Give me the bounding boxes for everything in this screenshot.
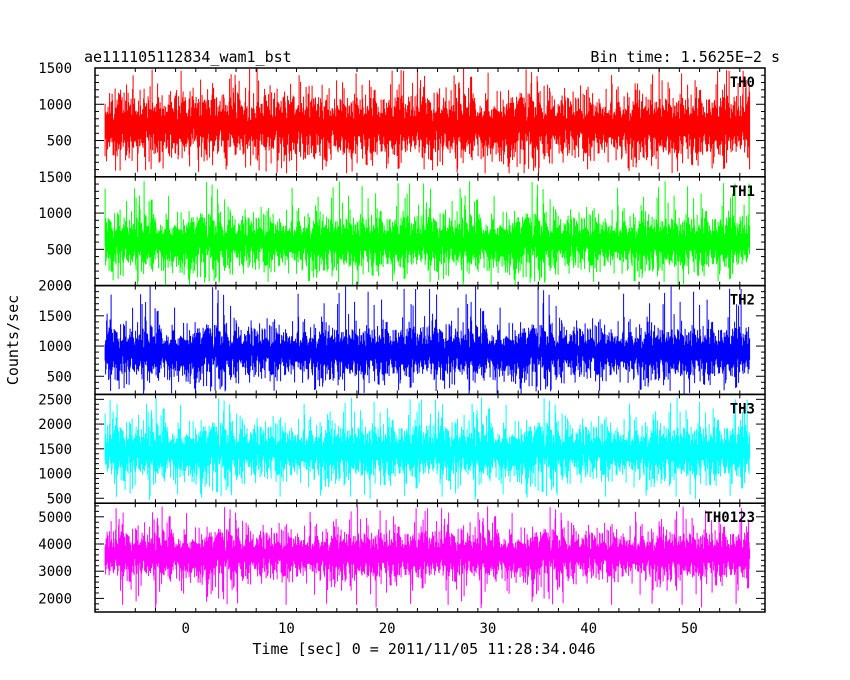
- y-tick-label: 1500: [38, 170, 72, 186]
- x-tick-label: 30: [480, 621, 497, 637]
- panel-th3: 500 1000 1500 2000 2500 TH3: [38, 392, 766, 507]
- series-th2: [104, 286, 751, 395]
- panel-label-th3: TH3: [730, 401, 755, 417]
- y-tick-label: 2500: [38, 392, 72, 408]
- panel-label-th0123: TH0123: [704, 510, 755, 526]
- panels-group: 500 1000 1500 TH0 0 500 1000 1500 TH1 500 1000 1500…: [38, 61, 766, 613]
- y-tick-label: 1000: [38, 339, 72, 355]
- x-tick-label: 20: [379, 621, 396, 637]
- panel-label-th1: TH1: [730, 184, 755, 200]
- y-tick-label: 500: [47, 369, 72, 385]
- x-tick-label: 0: [181, 621, 189, 637]
- series-th0123: [104, 506, 751, 609]
- y-tick-label: 1500: [38, 442, 72, 458]
- y-tick-label: 500: [47, 134, 72, 150]
- panel-th0123: 2000 3000 4000 5000 TH0123: [38, 502, 766, 613]
- y-tick-label: 1000: [38, 97, 72, 113]
- y-tick-label: 1500: [38, 61, 72, 77]
- y-axis-label: Counts/sec: [4, 295, 22, 385]
- y-tick-label: 500: [47, 242, 72, 258]
- y-tick-label: 3000: [38, 564, 72, 580]
- series-th0: [104, 68, 751, 174]
- y-tick-label: 500: [47, 491, 72, 507]
- y-tick-label: 2000: [38, 591, 72, 607]
- y-tick-label: 1000: [38, 206, 72, 222]
- panel-label-th0: TH0: [730, 75, 755, 91]
- series-th1: [104, 181, 751, 286]
- y-tick-label: 1500: [38, 309, 72, 325]
- x-tick-label: 50: [681, 621, 698, 637]
- y-tick-label: 4000: [38, 537, 72, 553]
- y-tick-label: 2000: [38, 417, 72, 433]
- y-tick-label: 5000: [38, 510, 72, 526]
- panel-th2: 500 1000 1500 2000 TH2: [38, 279, 766, 396]
- x-axis-label: Time [sec] 0 = 2011/11/05 11:28:34.046: [252, 640, 595, 658]
- x-axis: 0 10 20 30 40 50: [181, 621, 697, 637]
- header-left-title: ae111105112834_wam1_bst: [84, 48, 292, 66]
- header-bin-time: Bin time: 1.5625E−2 s: [590, 48, 780, 66]
- x-tick-label: 40: [580, 621, 597, 637]
- panel-frame: [94, 502, 766, 613]
- x-tick-label: 10: [278, 621, 295, 637]
- panel-th1: 0 500 1000 1500 TH1: [38, 170, 766, 295]
- y-tick-label: 2000: [38, 279, 72, 295]
- panel-label-th2: TH2: [730, 293, 755, 309]
- y-tick-label: 0: [64, 279, 72, 295]
- panel-th0: 500 1000 1500 TH0: [38, 61, 766, 178]
- y-tick-label: 1000: [38, 467, 72, 483]
- series-th3: [104, 397, 751, 500]
